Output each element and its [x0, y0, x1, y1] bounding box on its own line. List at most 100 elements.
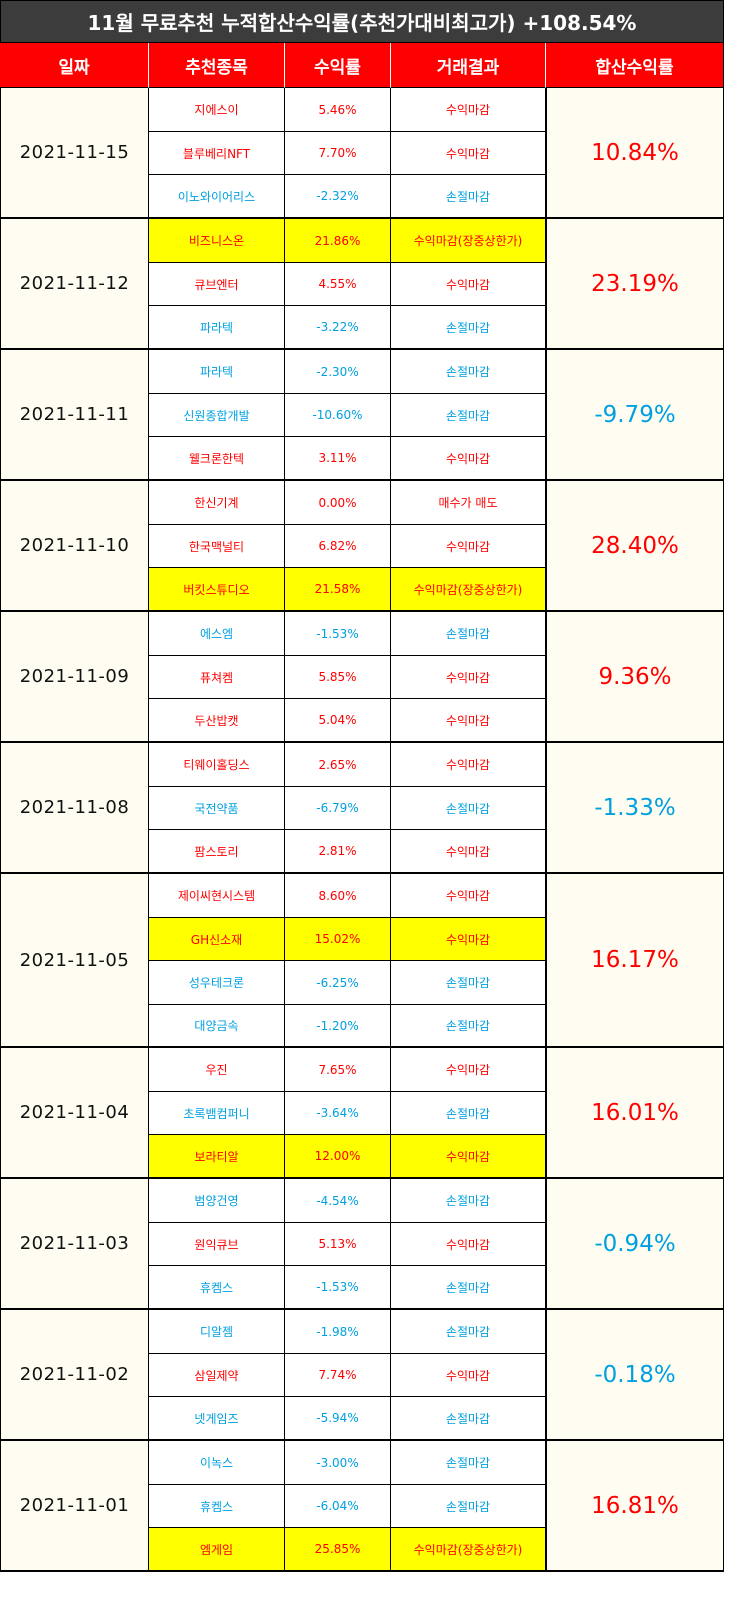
stock-name: GH신소재: [149, 918, 285, 961]
return-rate: 5.46%: [285, 88, 391, 132]
return-rate: 7.70%: [285, 132, 391, 175]
table-row: 버킷스튜디오 21.58% 수익마감(장중상한가): [149, 568, 546, 612]
trade-result: 수익마감: [391, 132, 546, 175]
return-rate: 5.13%: [285, 1223, 391, 1266]
stock-name: 신원종합개발: [149, 394, 285, 437]
date-cell: 2021-11-15: [0, 88, 149, 219]
stock-name: 비즈니스온: [149, 219, 285, 263]
table-row: 제이씨현시스템 8.60% 수익마감: [149, 874, 546, 918]
date-group: 2021-11-10 한신기계 0.00% 매수가 매도 한국맥널티 6.82% 수익마감 버…: [0, 481, 724, 612]
trade-result: 수익마감: [391, 830, 546, 874]
table-row: 이노와이어리스 -2.32% 손절마감: [149, 175, 546, 219]
date-group: 2021-11-05 제이씨현시스템 8.60% 수익마감 GH신소재 15.02% 수익마…: [0, 874, 724, 1048]
trade-result: 수익마감(장중상한가): [391, 219, 546, 263]
stock-name: 버킷스튜디오: [149, 568, 285, 612]
trade-result: 손절마감: [391, 394, 546, 437]
stock-name: 한신기계: [149, 481, 285, 525]
table-row: GH신소재 15.02% 수익마감: [149, 918, 546, 961]
date-group: 2021-11-03 범양건영 -4.54% 손절마감 원익큐브 5.13% 수익마감 휴켐스…: [0, 1179, 724, 1310]
return-rate: 12.00%: [285, 1135, 391, 1179]
total-return-cell: -1.33%: [546, 743, 724, 874]
trade-result: 수익마감: [391, 437, 546, 481]
trade-result: 수익마감: [391, 874, 546, 918]
return-rate: -3.00%: [285, 1441, 391, 1485]
return-rate: 21.86%: [285, 219, 391, 263]
return-rate: -6.04%: [285, 1485, 391, 1528]
trade-result: 수익마감: [391, 1048, 546, 1092]
table-row: 한신기계 0.00% 매수가 매도: [149, 481, 546, 525]
trade-result: 수익마감: [391, 263, 546, 306]
trade-result: 손절마감: [391, 1397, 546, 1441]
return-rate: 21.58%: [285, 568, 391, 612]
stock-name: 삼일제약: [149, 1354, 285, 1397]
stock-name: 휴켐스: [149, 1485, 285, 1528]
table-row: 한국맥널티 6.82% 수익마감: [149, 525, 546, 568]
return-rate: 6.82%: [285, 525, 391, 568]
stock-name: 보라티알: [149, 1135, 285, 1179]
stock-name: 대양금속: [149, 1005, 285, 1048]
trade-result: 손절마감: [391, 961, 546, 1005]
stock-name: 파라텍: [149, 306, 285, 350]
trade-result: 손절마감: [391, 1266, 546, 1310]
table-title: 11월 무료추천 누적합산수익률(추천가대비최고가) +108.54%: [0, 0, 724, 43]
date-group: 2021-11-04 우진 7.65% 수익마감 초록뱀컴퍼니 -3.64% 손절마감 보라티…: [0, 1048, 724, 1179]
return-rate: -6.79%: [285, 787, 391, 830]
stock-name: 웰크론한텍: [149, 437, 285, 481]
table-row: 두산밥캣 5.04% 수익마감: [149, 699, 546, 743]
table-row: 휴켐스 -6.04% 손절마감: [149, 1485, 546, 1528]
return-rate: 5.04%: [285, 699, 391, 743]
trade-result: 수익마감: [391, 1354, 546, 1397]
return-rate: 7.65%: [285, 1048, 391, 1092]
date-group: 2021-11-08 티웨이홀딩스 2.65% 수익마감 국전약품 -6.79% 손절마감 팜…: [0, 743, 724, 874]
trade-result: 손절마감: [391, 1441, 546, 1485]
stock-name: 디알젬: [149, 1310, 285, 1354]
total-return-cell: 16.17%: [546, 874, 724, 1048]
trade-result: 수익마감: [391, 1135, 546, 1179]
date-cell: 2021-11-09: [0, 612, 149, 743]
return-rate: 25.85%: [285, 1528, 391, 1572]
table-row: 큐브엔터 4.55% 수익마감: [149, 263, 546, 306]
trade-result: 수익마감: [391, 743, 546, 787]
stock-name: 초록뱀컴퍼니: [149, 1092, 285, 1135]
table-row: 원익큐브 5.13% 수익마감: [149, 1223, 546, 1266]
return-rate: -6.25%: [285, 961, 391, 1005]
trade-result: 수익마감: [391, 525, 546, 568]
return-rate: -5.94%: [285, 1397, 391, 1441]
date-cell: 2021-11-01: [0, 1441, 149, 1572]
total-return-cell: 23.19%: [546, 219, 724, 350]
date-cell: 2021-11-11: [0, 350, 149, 481]
date-group: 2021-11-15 지에스이 5.46% 수익마감 블루베리NFT 7.70% 수익마감 이…: [0, 88, 724, 219]
return-rate: 8.60%: [285, 874, 391, 918]
stock-name: 퓨쳐켐: [149, 656, 285, 699]
return-rate: -4.54%: [285, 1179, 391, 1223]
stock-name: 휴켐스: [149, 1266, 285, 1310]
table-row: 삼일제약 7.74% 수익마감: [149, 1354, 546, 1397]
trade-result: 손절마감: [391, 1485, 546, 1528]
total-return-cell: 16.01%: [546, 1048, 724, 1179]
return-rate: -3.64%: [285, 1092, 391, 1135]
total-return-cell: -0.94%: [546, 1179, 724, 1310]
date-cell: 2021-11-04: [0, 1048, 149, 1179]
table-row: 범양건영 -4.54% 손절마감: [149, 1179, 546, 1223]
stock-name: 넷게임즈: [149, 1397, 285, 1441]
header-date: 일짜: [0, 43, 149, 88]
total-return-cell: 9.36%: [546, 612, 724, 743]
stock-name: 이노와이어리스: [149, 175, 285, 219]
total-return-cell: -9.79%: [546, 350, 724, 481]
table-row: 휴켐스 -1.53% 손절마감: [149, 1266, 546, 1310]
trade-result: 손절마감: [391, 612, 546, 656]
return-rate: -10.60%: [285, 394, 391, 437]
trade-result: 수익마감: [391, 1223, 546, 1266]
stock-name: 원익큐브: [149, 1223, 285, 1266]
returns-table: 11월 무료추천 누적합산수익률(추천가대비최고가) +108.54% 일짜 추…: [0, 0, 724, 1572]
trade-result: 수익마감: [391, 918, 546, 961]
return-rate: 4.55%: [285, 263, 391, 306]
header-result: 거래결과: [391, 43, 546, 88]
return-rate: -2.30%: [285, 350, 391, 394]
table-row: 파라텍 -3.22% 손절마감: [149, 306, 546, 350]
date-cell: 2021-11-10: [0, 481, 149, 612]
table-row: 디알젬 -1.98% 손절마감: [149, 1310, 546, 1354]
trade-result: 매수가 매도: [391, 481, 546, 525]
stock-name: 에스엠: [149, 612, 285, 656]
trade-result: 손절마감: [391, 175, 546, 219]
